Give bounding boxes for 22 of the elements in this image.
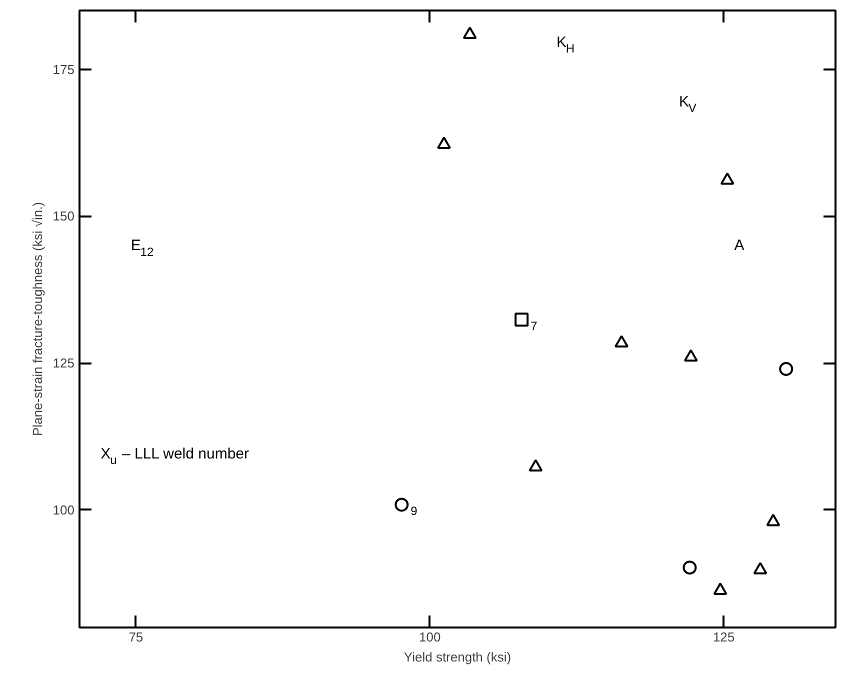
y-tick-label: 100 — [52, 502, 75, 518]
point — [614, 335, 629, 348]
annotation: 7 — [530, 319, 538, 334]
x-tick-label: 100 — [419, 630, 441, 644]
x-axis-title: Yield strength (ksi) — [404, 650, 512, 664]
annotation: 9 — [410, 504, 418, 518]
y-tick-label: 125 — [52, 356, 75, 371]
x-tick-label: 75 — [128, 630, 144, 644]
x-tick-label: 125 — [712, 630, 735, 644]
y-axis-title: Plane-strain fracture-toughness (ksi √in.) — [30, 202, 45, 436]
point — [462, 26, 477, 40]
point — [753, 562, 768, 574]
point — [720, 172, 734, 185]
point — [684, 349, 698, 362]
annotation: A — [734, 237, 744, 254]
y-tick-label: 175 — [52, 62, 75, 77]
point — [779, 362, 794, 376]
point — [528, 459, 543, 472]
y-tick-label: 150 — [52, 208, 75, 224]
point — [713, 582, 728, 595]
point — [436, 136, 451, 149]
point — [766, 514, 780, 526]
